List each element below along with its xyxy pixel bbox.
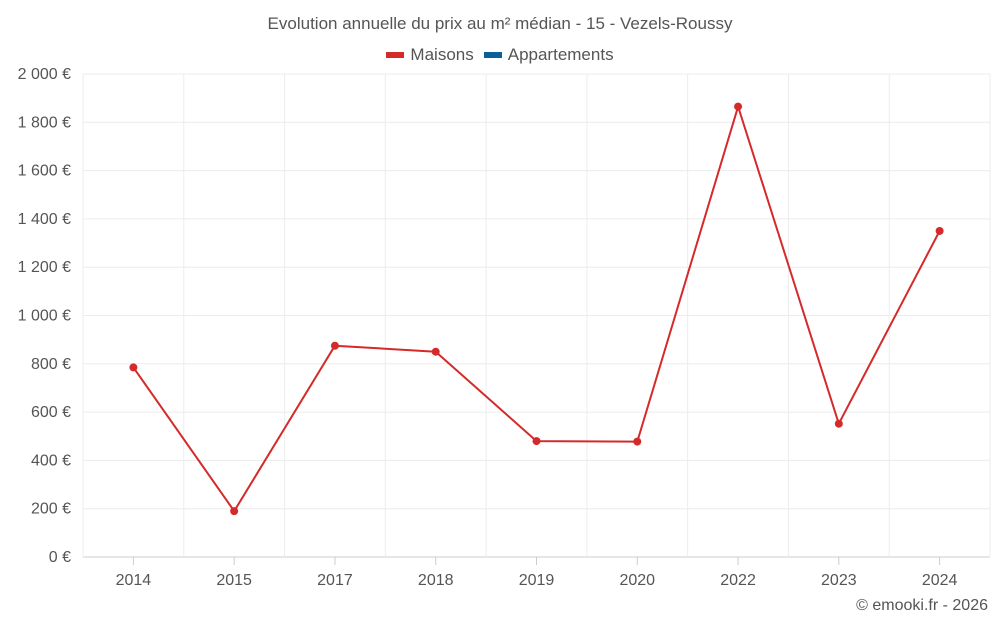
data-point[interactable] — [230, 507, 239, 516]
x-tick-label: 2022 — [720, 572, 756, 589]
y-tick-label: 1 800 € — [18, 114, 71, 131]
data-point[interactable] — [431, 347, 440, 356]
y-tick-label: 2 000 € — [18, 66, 71, 83]
y-tick-label: 200 € — [31, 501, 71, 518]
legend: Maisons Appartements — [0, 45, 1000, 65]
x-tick-label: 2020 — [619, 572, 655, 589]
legend-label-maisons: Maisons — [410, 45, 474, 64]
legend-label-appartements: Appartements — [507, 45, 614, 64]
data-point[interactable] — [633, 437, 642, 446]
x-tick-label: 2024 — [922, 572, 958, 589]
data-point[interactable] — [532, 437, 541, 446]
credit-text: © emooki.fr - 2026 — [856, 597, 988, 614]
x-tick-label: 2014 — [116, 572, 152, 589]
y-tick-label: 400 € — [31, 452, 71, 469]
legend-item-appartements[interactable]: Appartements — [483, 45, 614, 65]
data-point[interactable] — [935, 226, 944, 235]
y-tick-label: 1 400 € — [18, 211, 71, 228]
y-tick-label: 0 € — [49, 549, 71, 566]
x-tick-label: 2015 — [216, 572, 252, 589]
legend-item-maisons[interactable]: Maisons — [386, 45, 474, 65]
data-point[interactable] — [734, 102, 743, 111]
chart-title: Evolution annuelle du prix au m² médian … — [267, 14, 733, 33]
y-tick-label: 600 € — [31, 404, 71, 421]
x-tick-label: 2018 — [418, 572, 454, 589]
data-point[interactable] — [330, 341, 339, 350]
legend-swatch-maisons — [386, 52, 405, 58]
series-line-maisons — [132, 105, 941, 513]
y-tick-label: 800 € — [31, 356, 71, 373]
x-tick-label: 2023 — [821, 572, 857, 589]
x-tick-label: 2017 — [317, 572, 353, 589]
data-point[interactable] — [834, 419, 843, 428]
x-tick-label: 2019 — [519, 572, 555, 589]
y-tick-label: 1 000 € — [18, 308, 71, 325]
legend-swatch-appartements — [483, 52, 502, 58]
data-point[interactable] — [129, 363, 138, 372]
y-tick-label: 1 600 € — [18, 163, 71, 180]
y-tick-label: 1 200 € — [18, 259, 71, 276]
